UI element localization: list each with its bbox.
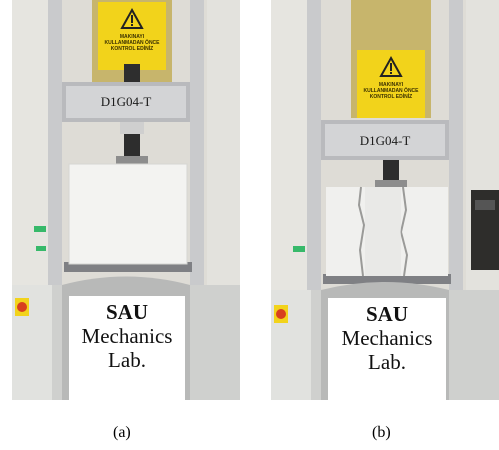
lab-sign-b: SAU Mechanics Lab. [328,298,446,400]
lab-sign-line3-b: Lab. [368,350,406,374]
emergency-stop-icon [274,305,288,323]
warning-sign-text-b: MAKINAYI KULLANMADAN ÖNCE KONTROL EDİNİZ [363,82,419,100]
warning-sign-a [98,2,166,70]
caption-b: (b) [372,424,391,441]
warning-triangle-icon [379,55,403,77]
lab-sign-line1-b: SAU [365,302,408,326]
caption-a: (a) [113,424,131,441]
lab-sign-line1-a: SAU [105,300,148,324]
specimen-label-a: D1G04-T [100,94,152,109]
specimen-label-b: D1G04-T [359,133,411,148]
warning-sign-text-a: MAKINAYI KULLANMADAN ÖNCE KONTROL EDİNİZ [104,34,160,52]
lab-sign-line2-a: Mechanics [81,324,173,348]
lab-sign-line3-a: Lab. [108,348,146,372]
photo-a: MAKINAYI KULLANMADAN ÖNCE KONTROL EDİNİZ… [12,0,240,400]
specimen-a [69,164,187,264]
photo-b: MAKINAYI KULLANMADAN ÖNCE KONTROL EDİNİZ… [271,0,499,400]
warning-triangle-icon [120,7,144,29]
emergency-stop-icon [15,298,29,316]
lab-sign-a: SAU Mechanics Lab. [69,296,185,400]
warning-sign-b [357,50,425,118]
lab-sign-line2-b: Mechanics [341,326,433,350]
